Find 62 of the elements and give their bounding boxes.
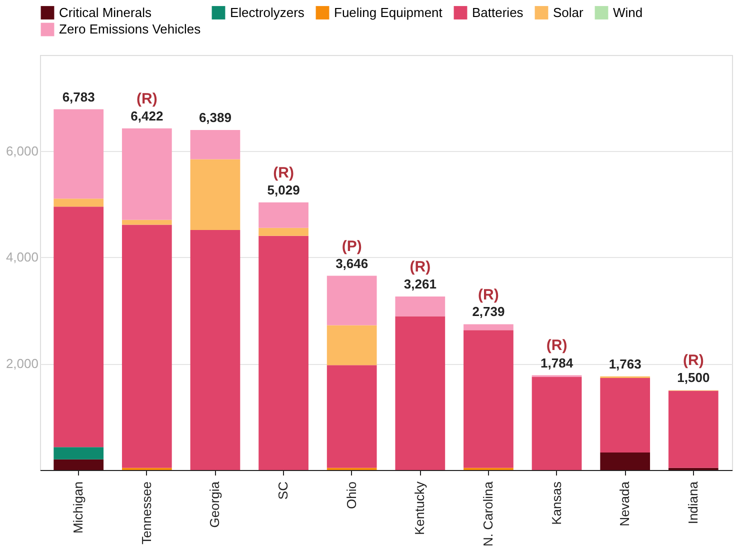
x-tick-label: Ohio <box>344 482 359 509</box>
x-tick-label: N. Carolina <box>480 480 496 547</box>
x-tick-label: Georgia <box>207 480 222 528</box>
y-tick-label: 6,000 <box>6 143 38 158</box>
x-tick-label: Kansas <box>548 481 564 525</box>
bar <box>190 130 240 160</box>
bar <box>395 296 446 316</box>
total-label: 6,783 <box>62 89 95 104</box>
annotation: (R) <box>273 164 294 182</box>
bar <box>600 378 650 452</box>
annotation: (R) <box>410 258 431 276</box>
bar <box>668 390 718 468</box>
total-label: 5,029 <box>267 182 300 198</box>
bar <box>54 109 104 199</box>
legend-label: Zero Emissions Vehicles <box>59 22 202 36</box>
annotation: (P) <box>342 238 362 256</box>
bar <box>258 228 308 236</box>
bar <box>532 376 582 470</box>
bar <box>122 128 172 220</box>
bar <box>122 224 172 468</box>
total-label: 2,739 <box>472 304 505 320</box>
bar <box>258 202 308 228</box>
bar <box>122 220 172 225</box>
bar <box>190 159 240 230</box>
legend-label: Batteries <box>472 4 524 20</box>
total-label: 6,422 <box>130 108 164 124</box>
bar <box>190 230 240 470</box>
bar <box>600 452 650 470</box>
legend-label: Solar <box>553 4 584 20</box>
bar <box>54 447 104 460</box>
y-tick-label: 2,000 <box>6 356 38 372</box>
y-tick-label: 4,000 <box>6 250 38 265</box>
x-tick-label: SC <box>276 482 291 500</box>
bar <box>464 324 514 330</box>
legend-label: Electrolyzers <box>230 4 305 20</box>
bar <box>326 276 377 326</box>
bar <box>464 330 514 468</box>
x-tick-label: Kentucky <box>412 481 428 535</box>
annotation: (R) <box>478 286 499 304</box>
annotation: (R) <box>136 90 158 108</box>
bar <box>326 325 377 366</box>
bar <box>258 236 308 470</box>
legend-label: Critical Minerals <box>59 4 152 20</box>
legend-label: Wind <box>613 4 643 20</box>
bar <box>395 316 446 470</box>
x-tick-label: Michigan <box>70 482 86 534</box>
bar <box>54 198 104 207</box>
x-tick-label: Indiana <box>685 480 700 524</box>
x-tick-label: Tennessee <box>138 482 154 544</box>
bar <box>326 365 377 468</box>
total-label: 1,784 <box>540 355 574 370</box>
total-label: 3,646 <box>336 256 368 271</box>
total-label: 1,763 <box>608 356 642 372</box>
annotation: (R) <box>546 337 568 354</box>
x-tick-label: Nevada <box>617 480 632 526</box>
total-label: 1,500 <box>677 370 710 386</box>
bar <box>54 459 104 470</box>
bar <box>54 206 104 448</box>
total-label: 6,389 <box>198 110 232 126</box>
total-label: 3,261 <box>404 276 436 292</box>
legend-label: Fueling Equipment <box>334 4 443 20</box>
annotation: (R) <box>682 352 704 370</box>
